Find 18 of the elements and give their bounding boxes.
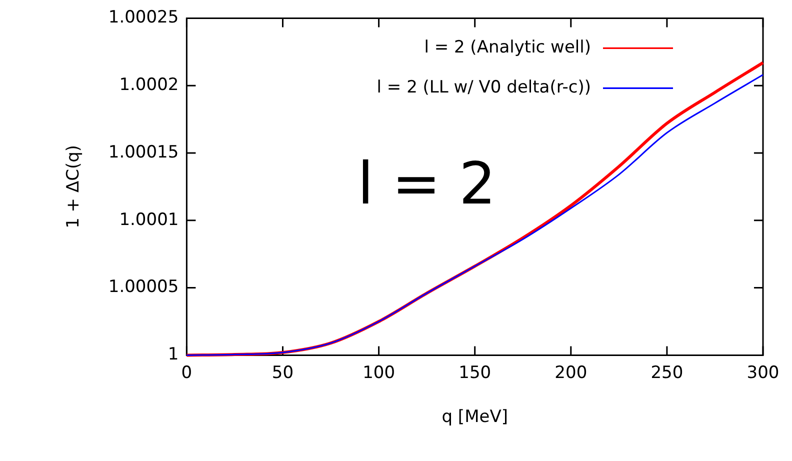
y-tick-label: 1.0002 bbox=[119, 75, 179, 96]
y-tick-label: 1 bbox=[168, 344, 179, 365]
legend-label: l = 2 (Analytic well) bbox=[424, 38, 591, 58]
x-tick-label: 0 bbox=[181, 362, 192, 383]
y-tick-label: 1.0001 bbox=[119, 210, 179, 230]
x-axis-title: q [MeV] bbox=[442, 407, 508, 428]
x-tick-label: 200 bbox=[554, 362, 588, 383]
y-tick-label: 1.00005 bbox=[108, 277, 179, 298]
legend-label: l = 2 (LL w/ V0 delta(r-c)) bbox=[376, 78, 591, 98]
x-tick-label: 250 bbox=[650, 362, 684, 383]
x-tick-label: 100 bbox=[362, 362, 396, 383]
y-axis-title: 1 + ΔC(q) bbox=[64, 144, 84, 228]
y-tick-label: 1.00025 bbox=[108, 8, 179, 28]
annotation: l = 2 bbox=[357, 149, 496, 218]
y-tick-label: 1.00015 bbox=[108, 142, 179, 162]
x-tick-label: 150 bbox=[458, 362, 492, 383]
x-tick-label: 50 bbox=[272, 362, 294, 383]
x-tick-label: 300 bbox=[746, 362, 780, 383]
